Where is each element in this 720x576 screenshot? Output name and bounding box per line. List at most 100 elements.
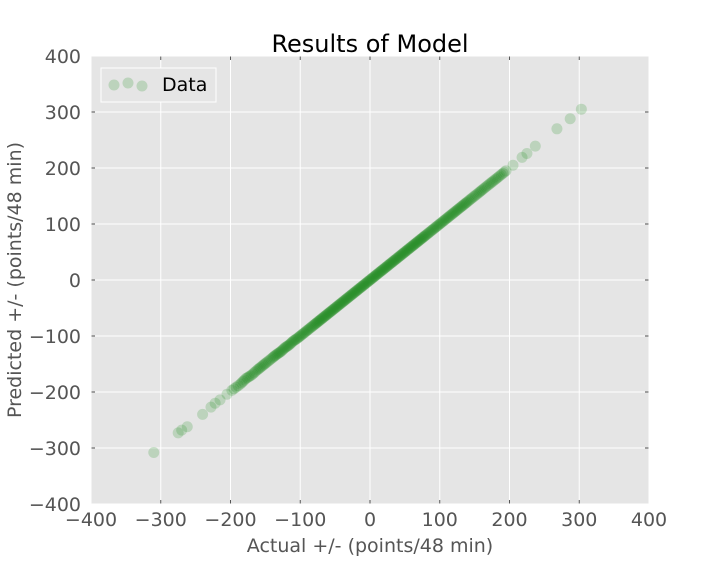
data-point [241, 372, 253, 384]
data-point [243, 371, 255, 383]
data-point [226, 384, 238, 396]
data-point [301, 325, 313, 337]
data-point [451, 204, 463, 216]
y-tick-label: 400 [45, 46, 81, 68]
data-point [443, 211, 455, 223]
data-point [245, 369, 257, 381]
data-point [381, 261, 393, 273]
y-tick-label: −300 [29, 438, 81, 460]
data-point [468, 191, 480, 203]
legend-marker [108, 79, 120, 91]
data-point [428, 222, 440, 234]
data-point [349, 286, 361, 298]
data-point [344, 290, 356, 302]
data-point [228, 383, 240, 395]
data-point [303, 323, 315, 335]
data-point [297, 328, 309, 340]
data-point [430, 221, 442, 233]
data-point [261, 356, 273, 368]
data-point [302, 324, 314, 336]
data-point [448, 207, 460, 219]
data-point [471, 188, 483, 200]
data-point [328, 303, 340, 315]
data-point [419, 230, 431, 242]
data-point [307, 320, 319, 332]
legend-marker [136, 80, 148, 92]
data-point [426, 224, 438, 236]
data-point [221, 388, 233, 400]
data-point [289, 334, 301, 346]
data-point [351, 285, 363, 296]
chart-title: Results of Model [271, 30, 468, 58]
data-point [325, 306, 337, 317]
data-point [362, 275, 374, 287]
data-point [253, 362, 265, 374]
data-point [347, 288, 359, 300]
data-point [311, 317, 323, 329]
data-point [388, 254, 400, 266]
data-point [252, 363, 264, 375]
data-point [250, 365, 262, 377]
data-point [363, 275, 375, 287]
data-point [360, 278, 372, 289]
data-point [346, 289, 358, 301]
data-point [355, 281, 367, 293]
data-point [408, 238, 420, 250]
data-point [488, 174, 500, 186]
data-point [431, 220, 443, 232]
data-point [437, 216, 449, 228]
data-point [412, 236, 424, 247]
data-point [385, 257, 397, 269]
data-point [350, 285, 362, 297]
data-point [340, 293, 352, 305]
data-point [262, 355, 274, 367]
data-point [279, 342, 291, 354]
data-point [314, 314, 326, 326]
data-point [197, 408, 209, 420]
data-point [368, 271, 380, 282]
data-point [400, 245, 412, 257]
data-point [209, 397, 221, 409]
data-point [429, 222, 441, 234]
data-point [308, 319, 320, 331]
data-point [300, 326, 312, 338]
data-point [421, 228, 433, 240]
data-point [411, 236, 423, 248]
data-point [401, 244, 413, 256]
data-point [450, 205, 462, 217]
data-point [445, 209, 457, 221]
data-point [382, 259, 394, 271]
data-point [485, 177, 497, 189]
data-point [373, 267, 385, 279]
x-axis-label: Actual +/- (points/48 min) [247, 535, 493, 557]
legend-marker [122, 77, 134, 89]
data-point [248, 367, 260, 379]
data-point [256, 360, 268, 372]
data-point [251, 364, 263, 376]
data-point [309, 318, 321, 330]
data-point [404, 242, 416, 254]
data-point [283, 339, 295, 351]
data-point [464, 194, 476, 206]
data-point [317, 312, 329, 324]
data-point [345, 289, 357, 301]
data-point [516, 151, 528, 163]
data-point [434, 217, 446, 229]
data-point [299, 326, 311, 338]
data-point [500, 165, 512, 177]
data-point [422, 228, 434, 240]
data-point [446, 208, 458, 220]
data-point [498, 166, 510, 178]
data-point [326, 305, 338, 317]
data-point [401, 245, 413, 257]
data-point [414, 234, 426, 246]
x-tick-label: 0 [364, 509, 376, 531]
data-point [403, 243, 415, 254]
data-point [374, 266, 386, 278]
data-point [432, 219, 444, 231]
data-point [205, 401, 217, 413]
data-point [347, 287, 359, 299]
data-point [456, 200, 468, 212]
data-point [298, 327, 310, 339]
data-point [441, 212, 453, 224]
